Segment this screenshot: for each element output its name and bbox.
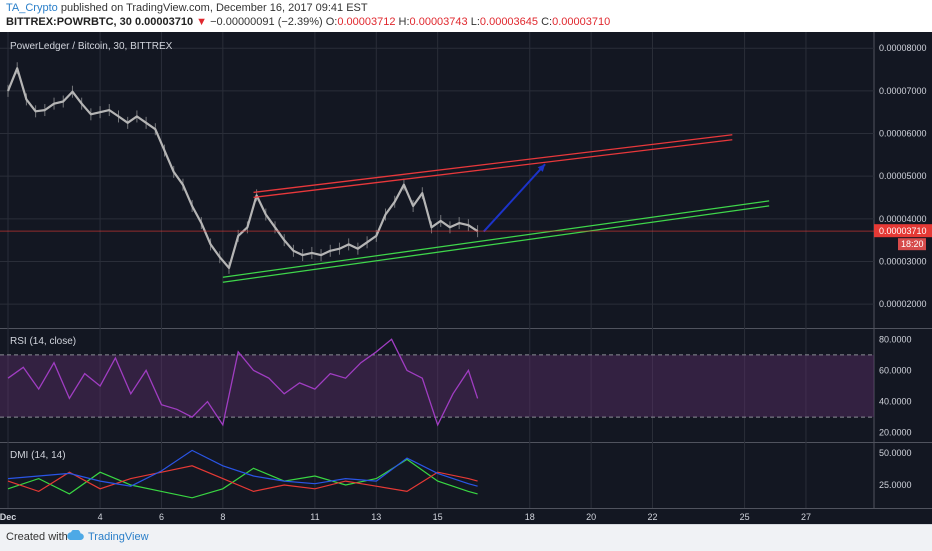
- high-value: 0.00003743: [409, 16, 468, 28]
- close-label: C:: [541, 16, 553, 28]
- high-label: H:: [398, 16, 410, 28]
- published-text: published on TradingView.com, December 1…: [60, 2, 368, 14]
- countdown-badge-label: 18:20: [901, 239, 924, 249]
- price-tick-label: 0.00004000: [879, 214, 927, 224]
- rsi-band-fill: [0, 354, 874, 418]
- resistance-trendline: [253, 139, 733, 199]
- support-trendline: [222, 200, 770, 278]
- down-arrow-icon: ▼: [196, 16, 208, 28]
- price-tick-label: 0.00007000: [879, 86, 927, 96]
- time-tick-label: 22: [648, 512, 658, 522]
- time-tick-label: 8: [220, 512, 225, 522]
- main-pane-title: PowerLedger / Bitcoin, 30, BITTREX: [10, 41, 173, 52]
- plot-background: [0, 32, 874, 508]
- rsi-tick-label: 40.0000: [879, 397, 912, 407]
- time-tick-label: 27: [801, 512, 811, 522]
- price-change: −0.00000091 (−2.39%): [210, 16, 323, 28]
- resistance-trendline: [253, 134, 733, 194]
- support-trendline: [222, 205, 770, 283]
- author-line: TA_Crypto published on TradingView.com, …: [6, 2, 368, 14]
- price-tick-label: 0.00002000: [879, 299, 927, 309]
- time-tick-label: 25: [740, 512, 750, 522]
- dmi-series-line: [7, 458, 478, 499]
- price-tick-label: 0.00008000: [879, 43, 927, 53]
- author-link[interactable]: TA_Crypto: [6, 2, 58, 14]
- low-value: 0.00003645: [479, 16, 539, 28]
- publication-header: TA_Crypto published on TradingView.com, …: [0, 0, 932, 32]
- rsi-pane-title: RSI (14, close): [10, 336, 76, 347]
- time-tick-label: 4: [98, 512, 103, 522]
- price-axis-background: [874, 32, 932, 508]
- last-price-badge-label: 0.00003710: [879, 226, 927, 236]
- symbol-quote-line: BITTREX:POWRBTC, 30 0.00003710 ▼ −0.0000…: [6, 16, 610, 28]
- close-value: 0.00003710: [552, 16, 611, 28]
- projection-arrow-head: [537, 164, 546, 172]
- time-tick-label: Dec: [0, 512, 16, 522]
- time-tick-label: 13: [371, 512, 381, 522]
- countdown-badge: [898, 238, 926, 251]
- dmi-series-line: [7, 449, 478, 487]
- time-tick-label: 18: [525, 512, 535, 522]
- rsi-tick-label: 60.0000: [879, 365, 912, 375]
- dmi-pane-title: DMI (14, 14): [10, 450, 66, 461]
- rsi-tick-label: 80.0000: [879, 334, 912, 344]
- dmi-tick-label: 50.0000: [879, 448, 912, 458]
- footer-bar: Created with TradingView: [0, 524, 932, 551]
- dmi-series-line: [7, 465, 478, 493]
- time-tick-label: 15: [433, 512, 443, 522]
- price-tick-label: 0.00003000: [879, 256, 927, 266]
- open-value: 0.00003712: [337, 16, 396, 28]
- price-tick-label: 0.00006000: [879, 129, 927, 139]
- symbol-label: BITTREX:POWRBTC, 30: [6, 16, 132, 28]
- dmi-tick-label: 25.0000: [879, 480, 912, 490]
- time-tick-label: 11: [310, 512, 319, 522]
- open-label: O:: [325, 16, 338, 28]
- price-tick-label: 0.00005000: [879, 171, 927, 181]
- rsi-line: [7, 338, 479, 427]
- projection-arrow-shaft: [482, 163, 546, 233]
- rsi-tick-label: 20.0000: [879, 428, 912, 438]
- low-label: L:: [470, 16, 480, 28]
- time-tick-label: 20: [586, 512, 596, 522]
- tradingview-logo-icon[interactable]: [66, 530, 84, 544]
- created-with-text: Created with: [6, 531, 68, 543]
- last-price: 0.00003710: [134, 16, 194, 28]
- tradingview-brand-link[interactable]: TradingView: [88, 531, 149, 543]
- time-tick-label: 6: [159, 512, 164, 522]
- time-axis-background: [0, 508, 932, 524]
- chart-canvas[interactable]: Dec 4 6 8 11 13 15 18 20 22 25 27 0.00002000 0.000030…: [0, 32, 932, 524]
- last-price-badge: [874, 224, 932, 238]
